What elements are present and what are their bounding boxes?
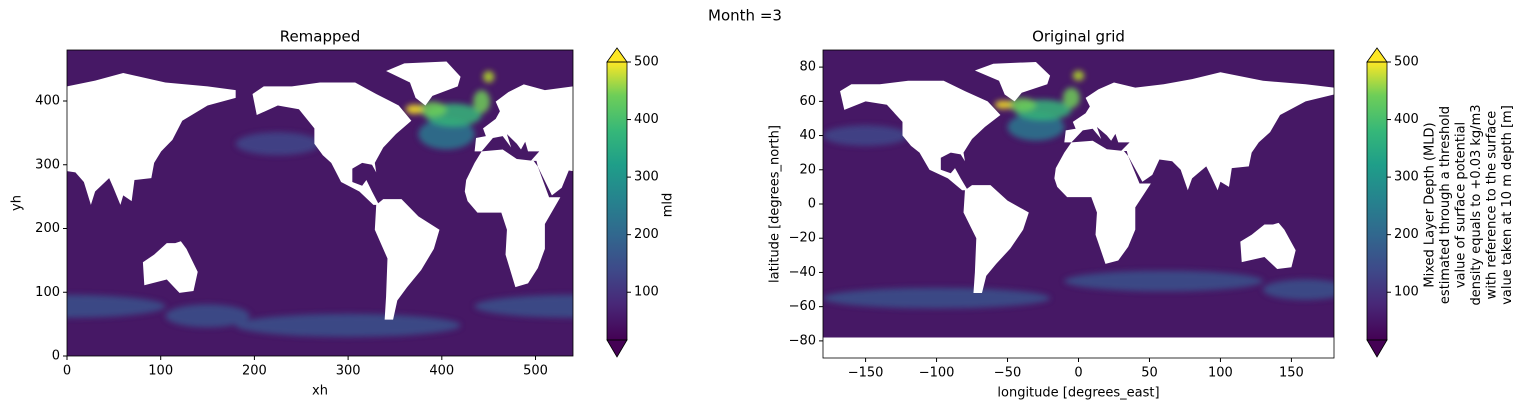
land: [374, 199, 440, 320]
ocean-patch: [405, 104, 423, 115]
map-field: [0, 50, 755, 402]
land: [840, 80, 1001, 191]
ocean-patch: [1072, 70, 1085, 81]
y-tick-label: 60: [799, 94, 816, 109]
x-tick-label: 200: [242, 364, 267, 379]
colorbar-extend-min: [606, 339, 628, 358]
map-field: [823, 50, 1334, 358]
land: [252, 82, 412, 205]
y-tick-label: 300: [35, 157, 60, 172]
ocean-patch: [235, 132, 320, 156]
x-tick-label: 100: [148, 364, 173, 379]
ocean-patch: [823, 287, 1051, 309]
ocean-patch: [483, 71, 495, 83]
ocean-patch: [1007, 113, 1065, 141]
ocean-patch: [671, 304, 755, 327]
x-tick-label: 400: [429, 364, 454, 379]
colorbar-tick-label: 100: [634, 285, 659, 300]
colorbar-label: estimated through a threshold: [1438, 106, 1453, 304]
land: [1054, 140, 1151, 264]
land: [963, 185, 1029, 293]
land: [974, 61, 1051, 102]
x-tick-label: 150: [1279, 366, 1304, 381]
colorbar-tick-label: 500: [634, 55, 659, 70]
colorbar-label: with reference to the surface: [1485, 111, 1500, 300]
y-tick-label: −80: [789, 333, 816, 348]
y-tick-label: 0: [52, 349, 60, 364]
x-tick-label: −150: [848, 366, 884, 381]
land: [1064, 72, 1334, 191]
land: [142, 241, 198, 293]
colorbar-label: Mixed Layer Depth (MLD): [1423, 122, 1438, 287]
x-tick-label: 100: [1208, 366, 1233, 381]
x-tick-label: 300: [336, 364, 361, 379]
axes-frame: [66, 49, 574, 357]
colorbar-frame: [606, 61, 628, 341]
ocean-patch: [165, 304, 250, 328]
land: [474, 84, 573, 196]
colorbar-label: density equals to +0.03 kg/m3: [1469, 104, 1484, 305]
land: [823, 337, 1334, 358]
ocean-texture: [67, 71, 755, 337]
colorbar-tick-label: 400: [634, 112, 659, 127]
colorbar-label: value of surface potential: [1454, 122, 1469, 288]
y-tick-label: 20: [799, 162, 816, 177]
y-tick-label: −20: [789, 231, 816, 246]
x-tick-label: 500: [523, 364, 548, 379]
ocean-patch: [418, 118, 475, 150]
y-tick-label: 100: [35, 285, 60, 300]
axes-title: Remapped: [280, 28, 361, 46]
y-tick-label: 0: [808, 197, 816, 212]
ocean-patch: [823, 125, 909, 146]
ocean-patch: [418, 101, 447, 117]
colorbar-label: value taken at 10 m depth [m]: [1500, 105, 1515, 305]
ocean-texture: [823, 70, 1334, 309]
ocean-patch: [67, 294, 166, 318]
suptitle: Month =3: [708, 7, 782, 25]
colorbar-extend-max: [1366, 47, 1388, 63]
colorbar-frame: [1366, 61, 1388, 341]
y-axis-label: latitude [degrees_north]: [768, 125, 783, 283]
land: [0, 369, 236, 402]
ocean-patch: [994, 100, 1012, 110]
land: [464, 149, 561, 288]
y-tick-label: 400: [35, 94, 60, 109]
x-tick-label: −100: [919, 366, 955, 381]
colorbar-extend-min: [1366, 339, 1388, 358]
x-tick-label: 0: [1074, 366, 1082, 381]
ocean-patch: [474, 294, 573, 318]
land: [386, 61, 461, 106]
ocean-patch: [235, 313, 461, 337]
y-tick-label: −60: [789, 299, 816, 314]
ocean-patch: [473, 90, 491, 114]
y-tick-label: 40: [799, 128, 816, 143]
land: [1240, 222, 1296, 270]
x-tick-label: 0: [63, 364, 71, 379]
colorbar-tick-label: 300: [1394, 170, 1419, 185]
x-axis-label: longitude [degrees_east]: [997, 386, 1159, 401]
ocean-patch: [1263, 279, 1334, 300]
colorbar-label: mld: [661, 193, 676, 218]
y-tick-label: 200: [35, 221, 60, 236]
ocean-patch: [1062, 87, 1080, 109]
colorbar-tick-label: 300: [634, 170, 659, 185]
colorbar: [1367, 62, 1387, 340]
land: [67, 72, 236, 205]
x-tick-label: 50: [1141, 366, 1158, 381]
colorbar-tick-label: 200: [1394, 227, 1419, 242]
ocean-patch: [1064, 270, 1264, 292]
x-tick-label: −50: [994, 366, 1021, 381]
y-tick-label: −40: [789, 265, 816, 280]
colorbar-tick-label: 400: [1394, 112, 1419, 127]
colorbar: [607, 62, 627, 340]
colorbar-tick-label: 500: [1394, 55, 1419, 70]
x-axis-label: xh: [312, 384, 328, 399]
colorbar-tick-label: 100: [1394, 285, 1419, 300]
colorbar-extend-max: [606, 47, 628, 63]
y-axis-label: yh: [10, 195, 25, 211]
colorbar-tick-label: 200: [634, 227, 659, 242]
axes-title: Original grid: [1032, 28, 1125, 46]
y-tick-label: 80: [799, 60, 816, 75]
